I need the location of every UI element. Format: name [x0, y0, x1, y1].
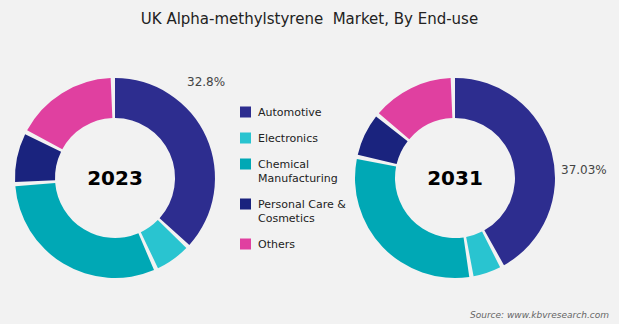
source: Source: www.kbvresearch.com	[470, 310, 609, 320]
annotation: 32.8%	[187, 75, 225, 89]
donut-slice	[466, 232, 500, 277]
legend-label-line: Personal Care &	[258, 198, 346, 211]
chart: UK Alpha-methylstyrene Market, By End-us…	[0, 0, 619, 324]
donut-slice	[379, 78, 453, 139]
legend-label-line: Manufacturing	[258, 172, 338, 185]
donut-slice	[115, 78, 215, 245]
background	[0, 0, 619, 324]
legend-label-line: Automotive	[258, 106, 322, 119]
legend-swatch	[240, 239, 251, 250]
legend-label-line: Electronics	[258, 132, 318, 145]
legend-label: Electronics	[258, 132, 318, 145]
donut-slice	[27, 78, 112, 149]
center-label: 2023	[87, 166, 143, 190]
legend-label-line: Cosmetics	[258, 212, 315, 225]
legend-label: Personal Care &Cosmetics	[258, 198, 346, 225]
legend-label-line: Chemical	[258, 158, 309, 171]
legend: Automotive Electronics ChemicalManufacturi…	[240, 106, 346, 251]
legend-swatch	[240, 107, 251, 118]
center-label: 2031	[427, 166, 483, 190]
legend-label-line: Others	[258, 238, 295, 251]
legend-label: Others	[258, 238, 295, 251]
legend-swatch	[240, 133, 251, 144]
title: UK Alpha-methylstyrene Market, By End-us…	[141, 10, 478, 28]
legend-label: ChemicalManufacturing	[258, 158, 338, 185]
donut-slice	[15, 183, 154, 278]
legend-label: Automotive	[258, 106, 322, 119]
donut	[15, 78, 215, 278]
annotation: 37.03%	[561, 163, 607, 177]
donut	[355, 78, 555, 278]
legend-swatch	[240, 159, 251, 170]
legend-swatch	[240, 199, 251, 210]
